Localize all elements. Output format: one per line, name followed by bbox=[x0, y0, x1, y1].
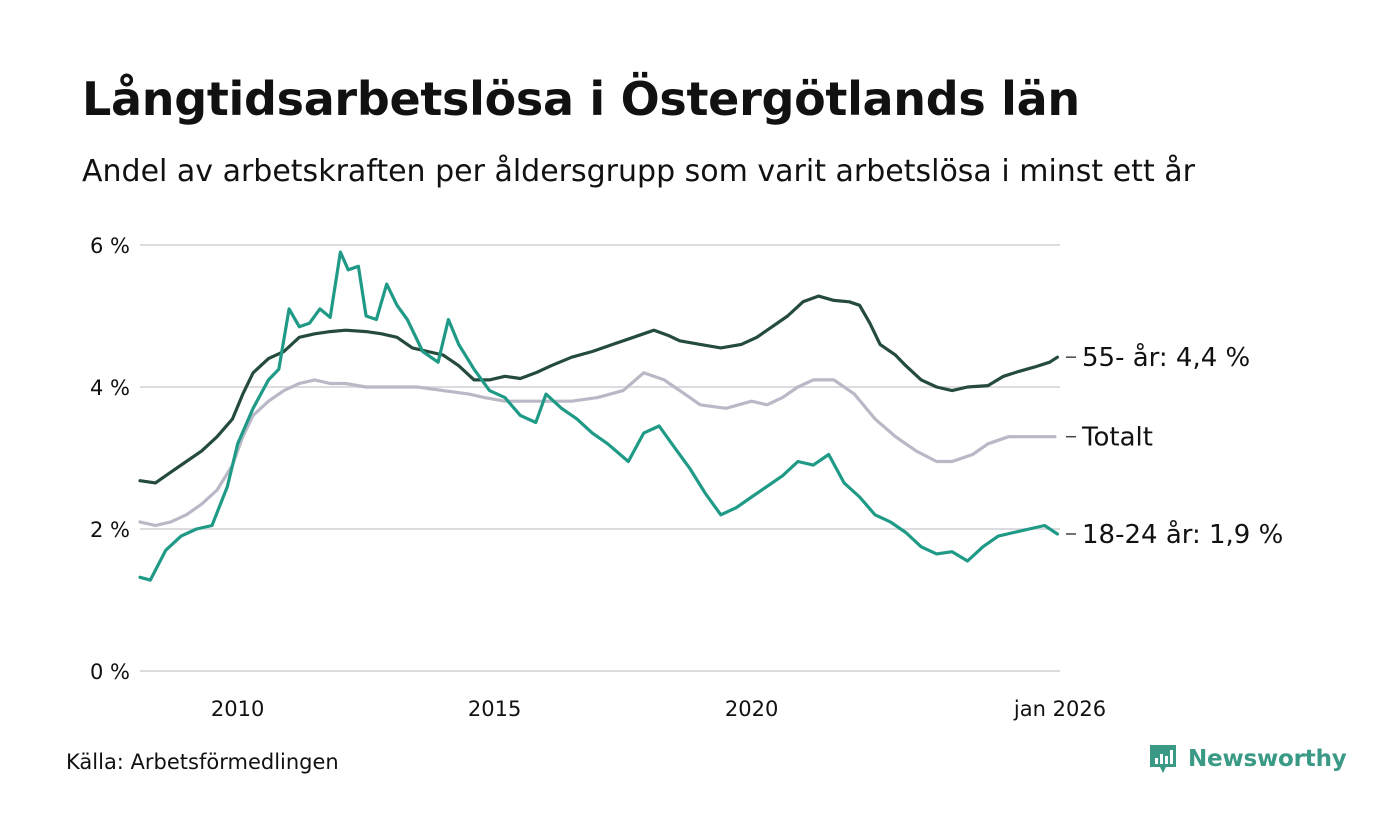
grid-lines bbox=[140, 244, 1060, 672]
x-tick-label: 2015 bbox=[468, 697, 521, 721]
series-line-older bbox=[138, 294, 1059, 485]
x-tick-label: jan 2026 bbox=[1013, 697, 1106, 721]
y-tick-label: 6 % bbox=[90, 234, 130, 258]
chart-title: Långtidsarbetslösa i Östergötlands län bbox=[82, 72, 1080, 126]
brand-logo[interactable]: Newsworthy bbox=[1148, 742, 1347, 776]
x-tick-label: 2010 bbox=[211, 697, 264, 721]
end-label-older: 55- år: 4,4 % bbox=[1082, 342, 1250, 373]
newsworthy-icon bbox=[1150, 745, 1176, 773]
end-labels: Totalt 55- år: 4,4 % 18-24 år: 1,9 % bbox=[1066, 342, 1283, 550]
end-label-total: Totalt bbox=[1081, 423, 1153, 453]
y-tick-label: 2 % bbox=[90, 518, 130, 542]
y-axis: 0 % 2 % 4 % 6 % bbox=[90, 234, 130, 684]
source-note: Källa: Arbetsförmedlingen bbox=[66, 750, 339, 774]
x-axis: 2010 2015 2020 jan 2026 bbox=[211, 697, 1106, 721]
y-tick-label: 4 % bbox=[90, 376, 130, 400]
series-line-total bbox=[138, 371, 1057, 528]
series-lines bbox=[138, 250, 1059, 582]
end-label-young: 18-24 år: 1,9 % bbox=[1082, 519, 1283, 550]
brand-name: Newsworthy bbox=[1188, 746, 1347, 772]
x-tick-label: 2020 bbox=[725, 697, 778, 721]
chart-subtitle: Andel av arbetskraften per åldersgrupp s… bbox=[82, 154, 1195, 189]
series-line-young bbox=[138, 250, 1059, 582]
y-tick-label: 0 % bbox=[90, 660, 130, 684]
